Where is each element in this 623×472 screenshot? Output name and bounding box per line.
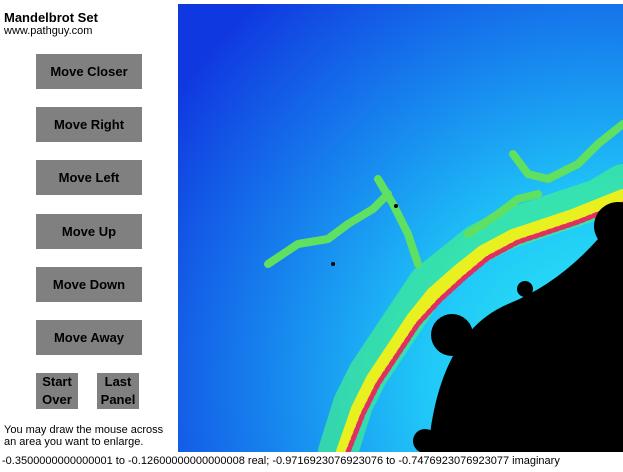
button[interactable]: Move Right: [36, 107, 142, 142]
fringe: [264, 120, 623, 452]
small-button[interactable]: Start Over: [36, 373, 78, 409]
instructions: You may draw the mouse across an area yo…: [4, 424, 164, 448]
button[interactable]: Move Away: [36, 320, 142, 355]
title: Mandelbrot Set: [4, 10, 98, 25]
button[interactable]: Move Closer: [36, 54, 142, 89]
small-button[interactable]: Last Panel: [97, 373, 139, 409]
subtitle: www.pathguy.com: [4, 25, 93, 37]
set-interior: [331, 202, 623, 452]
fractal-image[interactable]: [178, 4, 623, 452]
button[interactable]: Move Up: [36, 214, 142, 249]
button[interactable]: Move Left: [36, 160, 142, 195]
button[interactable]: Move Down: [36, 267, 142, 302]
status-line: -0.3500000000000001 to -0.12600000000000…: [2, 455, 560, 467]
